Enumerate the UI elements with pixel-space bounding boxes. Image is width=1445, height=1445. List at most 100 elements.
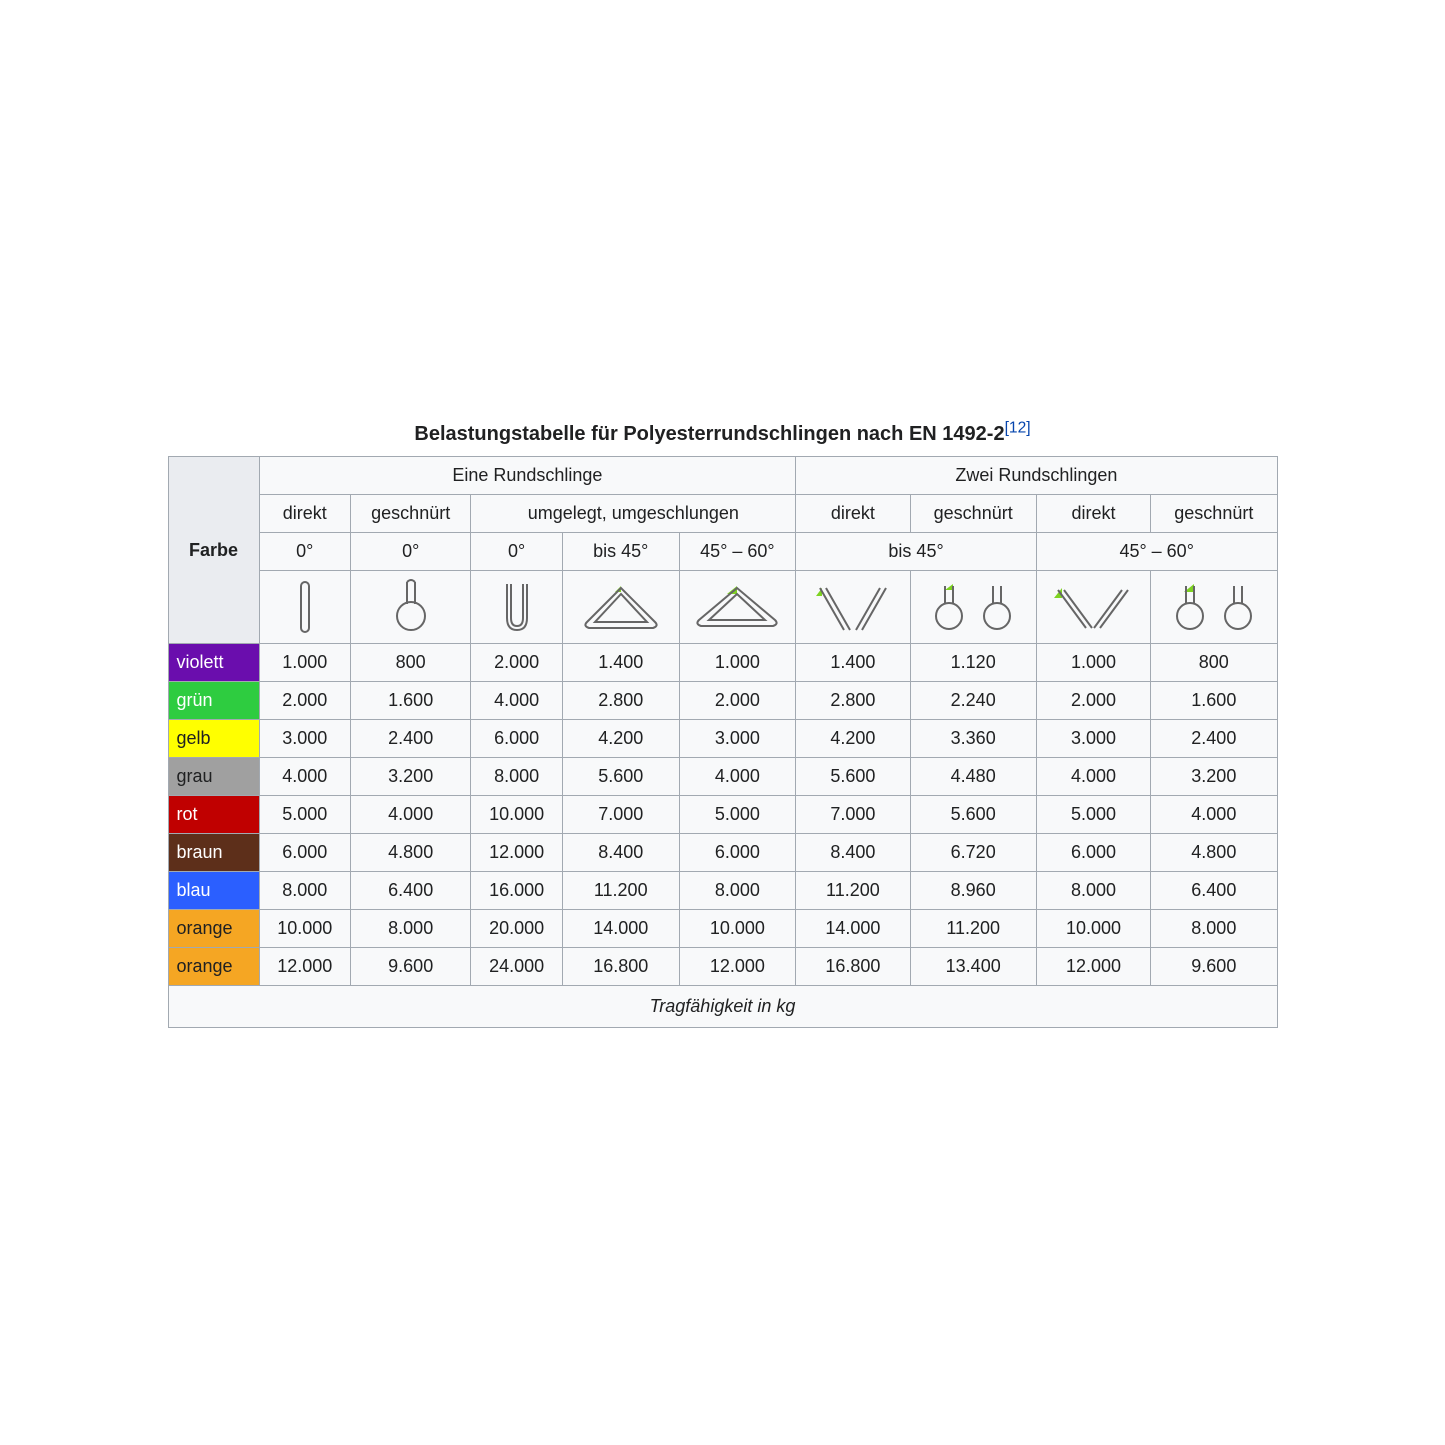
value-cell: 4.000	[471, 682, 563, 720]
h-eine-direkt: direkt	[259, 495, 351, 533]
header-row-3: 0° 0° 0° bis 45° 45° – 60° bis 45° 45° –…	[168, 533, 1277, 571]
color-label: grau	[168, 758, 259, 796]
caption-ref[interactable]: [12]	[1005, 419, 1031, 436]
footer-row: Tragfähigkeit in kg	[168, 986, 1277, 1028]
value-cell: 4.480	[910, 758, 1036, 796]
value-cell: 5.600	[910, 796, 1036, 834]
h-zwei-direkt-2: direkt	[1036, 495, 1150, 533]
value-cell: 800	[1151, 644, 1277, 682]
value-cell: 20.000	[471, 910, 563, 948]
value-cell: 3.200	[1151, 758, 1277, 796]
value-cell: 5.600	[562, 758, 679, 796]
value-cell: 5.000	[679, 796, 796, 834]
value-cell: 7.000	[562, 796, 679, 834]
value-cell: 1.000	[1036, 644, 1150, 682]
value-cell: 3.000	[679, 720, 796, 758]
table-row: rot5.0004.00010.0007.0005.0007.0005.6005…	[168, 796, 1277, 834]
color-label: braun	[168, 834, 259, 872]
value-cell: 1.000	[259, 644, 351, 682]
footer-text: Tragfähigkeit in kg	[168, 986, 1277, 1028]
value-cell: 7.000	[796, 796, 910, 834]
table-row: gelb3.0002.4006.0004.2003.0004.2003.3603…	[168, 720, 1277, 758]
value-cell: 10.000	[679, 910, 796, 948]
value-cell: 8.960	[910, 872, 1036, 910]
table-body: violett1.0008002.0001.4001.0001.4001.120…	[168, 644, 1277, 986]
color-label: orange	[168, 910, 259, 948]
value-cell: 16.000	[471, 872, 563, 910]
icon-two-choker-60	[1151, 571, 1277, 644]
value-cell: 9.600	[351, 948, 471, 986]
value-cell: 3.360	[910, 720, 1036, 758]
header-icon-row	[168, 571, 1277, 644]
icon-two-choker-45	[910, 571, 1036, 644]
value-cell: 4.200	[562, 720, 679, 758]
value-cell: 16.800	[562, 948, 679, 986]
color-label: blau	[168, 872, 259, 910]
value-cell: 12.000	[259, 948, 351, 986]
icon-basket-60	[679, 571, 796, 644]
value-cell: 4.000	[679, 758, 796, 796]
icon-two-direkt-45	[796, 571, 910, 644]
value-cell: 8.000	[1151, 910, 1277, 948]
value-cell: 11.200	[562, 872, 679, 910]
value-cell: 1.400	[562, 644, 679, 682]
icon-two-direkt-60	[1036, 571, 1150, 644]
value-cell: 4.000	[1036, 758, 1150, 796]
value-cell: 1.000	[679, 644, 796, 682]
value-cell: 8.400	[562, 834, 679, 872]
h-eine-umgelegt: umgelegt, umgeschlungen	[471, 495, 796, 533]
value-cell: 6.400	[1151, 872, 1277, 910]
value-cell: 2.000	[259, 682, 351, 720]
value-cell: 6.000	[471, 720, 563, 758]
value-cell: 2.400	[351, 720, 471, 758]
value-cell: 1.600	[1151, 682, 1277, 720]
value-cell: 9.600	[1151, 948, 1277, 986]
value-cell: 13.400	[910, 948, 1036, 986]
color-label: orange	[168, 948, 259, 986]
value-cell: 6.000	[1036, 834, 1150, 872]
value-cell: 8.000	[679, 872, 796, 910]
ang-45-60-b: 45° – 60°	[1036, 533, 1277, 571]
value-cell: 8.000	[259, 872, 351, 910]
ang-to45-b: bis 45°	[796, 533, 1037, 571]
ang-0-c: 0°	[471, 533, 563, 571]
h-eine-geschnuert: geschnürt	[351, 495, 471, 533]
value-cell: 4.000	[1151, 796, 1277, 834]
value-cell: 4.200	[796, 720, 910, 758]
header-row-1: Farbe Eine Rundschlinge Zwei Rundschling…	[168, 457, 1277, 495]
h-zwei-geschnuert-2: geschnürt	[1151, 495, 1277, 533]
value-cell: 6.720	[910, 834, 1036, 872]
color-label: gelb	[168, 720, 259, 758]
h-zwei-geschnuert-1: geschnürt	[910, 495, 1036, 533]
value-cell: 14.000	[796, 910, 910, 948]
value-cell: 11.200	[796, 872, 910, 910]
value-cell: 800	[351, 644, 471, 682]
icon-basket-45	[562, 571, 679, 644]
value-cell: 2.800	[562, 682, 679, 720]
ang-0-b: 0°	[351, 533, 471, 571]
value-cell: 10.000	[259, 910, 351, 948]
value-cell: 5.000	[259, 796, 351, 834]
icon-straight	[259, 571, 351, 644]
value-cell: 8.000	[1036, 872, 1150, 910]
value-cell: 2.000	[679, 682, 796, 720]
table-row: orange12.0009.60024.00016.80012.00016.80…	[168, 948, 1277, 986]
group-zwei: Zwei Rundschlingen	[796, 457, 1277, 495]
value-cell: 16.800	[796, 948, 910, 986]
color-label: grün	[168, 682, 259, 720]
value-cell: 2.800	[796, 682, 910, 720]
value-cell: 12.000	[679, 948, 796, 986]
color-label: violett	[168, 644, 259, 682]
value-cell: 2.000	[1036, 682, 1150, 720]
value-cell: 8.000	[351, 910, 471, 948]
value-cell: 6.000	[259, 834, 351, 872]
value-cell: 3.000	[1036, 720, 1150, 758]
value-cell: 1.400	[796, 644, 910, 682]
table-row: grau4.0003.2008.0005.6004.0005.6004.4804…	[168, 758, 1277, 796]
value-cell: 4.800	[351, 834, 471, 872]
h-zwei-direkt-1: direkt	[796, 495, 910, 533]
value-cell: 6.400	[351, 872, 471, 910]
ang-45-60-a: 45° – 60°	[679, 533, 796, 571]
ang-to45-a: bis 45°	[562, 533, 679, 571]
value-cell: 10.000	[1036, 910, 1150, 948]
